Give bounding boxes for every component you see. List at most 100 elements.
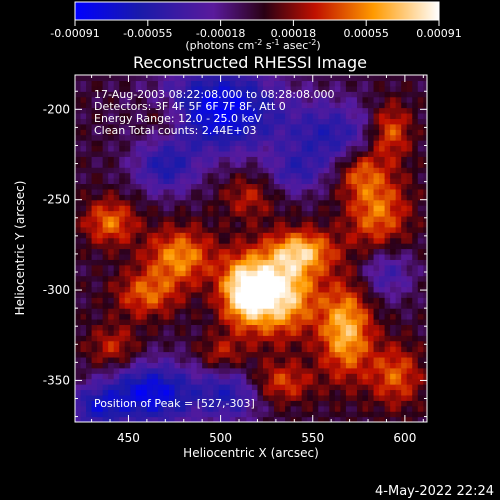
heatmap-cell bbox=[191, 221, 198, 228]
heatmap-cell bbox=[323, 351, 330, 358]
heatmap-cell bbox=[351, 129, 358, 136]
y-tick-label: -300 bbox=[43, 283, 70, 297]
heatmap-cell bbox=[113, 210, 120, 217]
heatmap-cell bbox=[102, 161, 109, 168]
heatmap-cell bbox=[423, 362, 427, 369]
heatmap-cell bbox=[296, 400, 303, 407]
heatmap-cell bbox=[318, 286, 325, 293]
heatmap-cell bbox=[268, 346, 275, 353]
heatmap-cell bbox=[268, 145, 275, 152]
heatmap-cell bbox=[373, 102, 380, 109]
heatmap-cell bbox=[251, 210, 259, 217]
heatmap-cell bbox=[119, 112, 126, 119]
heatmap-cell bbox=[185, 384, 192, 391]
heatmap-cell bbox=[379, 318, 386, 326]
heatmap-cell bbox=[401, 85, 408, 92]
heatmap-cell bbox=[185, 394, 192, 401]
heatmap-cell bbox=[130, 243, 137, 250]
heatmap-cell bbox=[285, 340, 292, 347]
heatmap-cell bbox=[323, 145, 330, 152]
heatmap-cell bbox=[218, 80, 225, 87]
heatmap-cell bbox=[168, 107, 176, 114]
heatmap-cell bbox=[240, 243, 247, 250]
heatmap-cell bbox=[351, 270, 358, 277]
heatmap-cell bbox=[152, 389, 159, 396]
heatmap-cell bbox=[412, 286, 419, 293]
heatmap-cell bbox=[334, 194, 341, 201]
heatmap-cell bbox=[218, 91, 225, 98]
heatmap-cell bbox=[296, 85, 303, 92]
heatmap-cell bbox=[202, 318, 209, 326]
heatmap-cell bbox=[301, 107, 308, 114]
heatmap-cell bbox=[423, 118, 427, 125]
heatmap-cell bbox=[240, 308, 247, 315]
heatmap-cell bbox=[191, 362, 198, 369]
heatmap-cell bbox=[301, 411, 308, 418]
heatmap-cell bbox=[406, 313, 413, 320]
heatmap-cell bbox=[86, 405, 93, 412]
heatmap-cell bbox=[301, 221, 308, 228]
heatmap-cell bbox=[290, 75, 297, 82]
heatmap-cell bbox=[423, 150, 427, 157]
heatmap-cell bbox=[196, 297, 203, 304]
heatmap-cell bbox=[401, 102, 408, 109]
heatmap-cell bbox=[340, 324, 347, 331]
heatmap-cell bbox=[312, 329, 319, 336]
heatmap-cell bbox=[119, 362, 126, 369]
heatmap-cell bbox=[412, 150, 419, 157]
heatmap-cell bbox=[102, 75, 109, 82]
heatmap-cell bbox=[296, 80, 303, 87]
heatmap-cell bbox=[296, 102, 303, 109]
x-tick-label: 550 bbox=[301, 431, 324, 445]
heatmap-cell bbox=[384, 183, 391, 190]
heatmap-cell bbox=[412, 281, 419, 288]
heatmap-cell bbox=[373, 145, 380, 152]
heatmap-cell bbox=[202, 248, 209, 255]
heatmap-cell bbox=[257, 411, 264, 418]
heatmap-cell bbox=[362, 183, 369, 190]
heatmap-cell bbox=[268, 221, 275, 228]
heatmap-cell bbox=[141, 194, 148, 201]
heatmap-cell bbox=[229, 411, 236, 418]
heatmap-cell bbox=[163, 362, 170, 369]
heatmap-cell bbox=[406, 308, 413, 315]
heatmap-cell bbox=[268, 134, 275, 141]
heatmap-cell bbox=[97, 243, 104, 250]
heatmap-cell bbox=[290, 405, 297, 412]
heatmap-cell bbox=[340, 270, 347, 277]
heatmap-cell bbox=[390, 205, 397, 212]
heatmap-cell bbox=[124, 194, 131, 201]
heatmap-cell bbox=[229, 237, 236, 244]
heatmap-cell bbox=[130, 134, 137, 141]
heatmap-cell bbox=[152, 281, 159, 288]
heatmap-cell bbox=[318, 107, 325, 114]
heatmap-cell bbox=[80, 123, 87, 130]
heatmap-cell bbox=[307, 351, 314, 358]
heatmap-cell bbox=[191, 167, 198, 174]
heatmap-cell bbox=[345, 232, 353, 239]
heatmap-cell bbox=[329, 264, 336, 271]
heatmap-cell bbox=[196, 75, 203, 82]
heatmap-cell bbox=[196, 91, 203, 98]
heatmap-cell bbox=[224, 232, 231, 239]
heatmap-cell bbox=[163, 80, 170, 87]
heatmap-cell bbox=[362, 416, 369, 422]
heatmap-cell bbox=[262, 346, 270, 353]
heatmap-cell bbox=[108, 264, 115, 271]
heatmap-cell bbox=[119, 302, 126, 309]
heatmap-cell bbox=[379, 362, 386, 369]
heatmap-cell bbox=[235, 112, 242, 119]
heatmap-cell bbox=[251, 335, 259, 342]
heatmap-cell bbox=[207, 275, 214, 282]
heatmap-cell bbox=[224, 281, 231, 288]
heatmap-cell bbox=[279, 297, 286, 304]
heatmap-cell bbox=[235, 297, 242, 304]
heatmap-cell bbox=[351, 281, 358, 288]
heatmap-cell bbox=[285, 362, 292, 369]
heatmap-cell bbox=[124, 243, 131, 250]
heatmap-cell bbox=[108, 270, 115, 277]
heatmap-cell bbox=[279, 400, 286, 407]
heatmap-cell bbox=[113, 400, 120, 407]
heatmap-cell bbox=[307, 210, 314, 217]
heatmap-cell bbox=[268, 400, 275, 407]
